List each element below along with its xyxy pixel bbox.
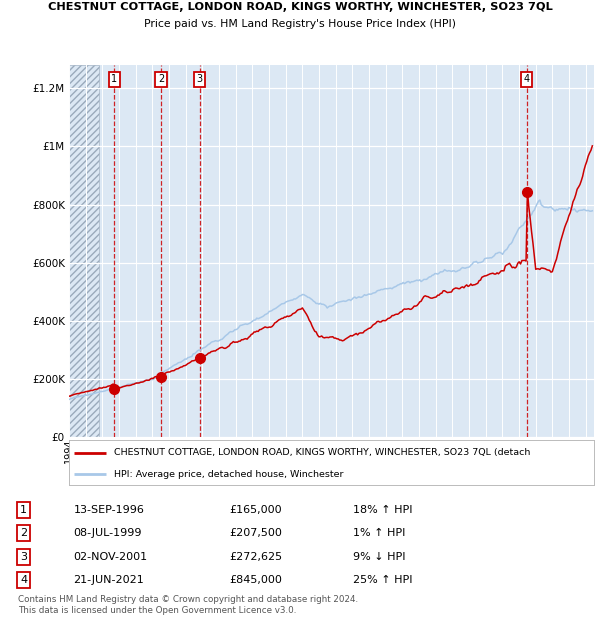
- Text: 08-JUL-1999: 08-JUL-1999: [74, 528, 142, 538]
- Text: 9% ↓ HPI: 9% ↓ HPI: [353, 552, 406, 562]
- Text: 25% ↑ HPI: 25% ↑ HPI: [353, 575, 412, 585]
- Text: 2: 2: [20, 528, 27, 538]
- Bar: [69, 65, 99, 437]
- Text: 4: 4: [20, 575, 27, 585]
- Text: 3: 3: [197, 74, 203, 84]
- Text: £165,000: £165,000: [229, 505, 282, 515]
- Text: £272,625: £272,625: [229, 552, 283, 562]
- Text: £845,000: £845,000: [229, 575, 283, 585]
- Text: Contains HM Land Registry data © Crown copyright and database right 2024.: Contains HM Land Registry data © Crown c…: [18, 595, 358, 604]
- Text: Price paid vs. HM Land Registry's House Price Index (HPI): Price paid vs. HM Land Registry's House …: [144, 19, 456, 29]
- Text: 1: 1: [111, 74, 117, 84]
- Text: 3: 3: [20, 552, 27, 562]
- Text: 21-JUN-2021: 21-JUN-2021: [74, 575, 145, 585]
- Text: £207,500: £207,500: [229, 528, 283, 538]
- Text: 1% ↑ HPI: 1% ↑ HPI: [353, 528, 405, 538]
- Text: 2: 2: [158, 74, 164, 84]
- Text: 4: 4: [524, 74, 530, 84]
- Bar: [69, 65, 99, 437]
- Text: 02-NOV-2001: 02-NOV-2001: [74, 552, 148, 562]
- Text: CHESTNUT COTTAGE, LONDON ROAD, KINGS WORTHY, WINCHESTER, SO23 7QL: CHESTNUT COTTAGE, LONDON ROAD, KINGS WOR…: [47, 2, 553, 12]
- Text: 1: 1: [20, 505, 27, 515]
- Text: 18% ↑ HPI: 18% ↑ HPI: [353, 505, 412, 515]
- Text: CHESTNUT COTTAGE, LONDON ROAD, KINGS WORTHY, WINCHESTER, SO23 7QL (detach: CHESTNUT COTTAGE, LONDON ROAD, KINGS WOR…: [113, 448, 530, 458]
- Text: 13-SEP-1996: 13-SEP-1996: [74, 505, 145, 515]
- Text: HPI: Average price, detached house, Winchester: HPI: Average price, detached house, Winc…: [113, 469, 343, 479]
- Text: This data is licensed under the Open Government Licence v3.0.: This data is licensed under the Open Gov…: [18, 606, 296, 616]
